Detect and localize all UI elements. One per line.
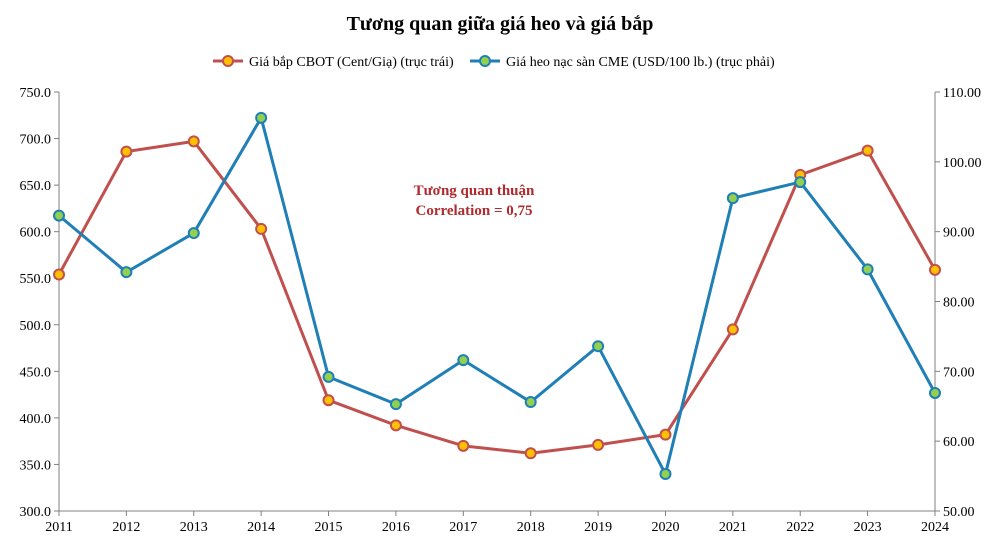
data-point-corn [187, 135, 200, 148]
data-point-hog [255, 111, 268, 124]
data-point-corn [322, 394, 335, 407]
data-point-hog [389, 398, 402, 411]
x-tick-label: 2018 [517, 520, 545, 535]
legend-label-corn: Giá bắp CBOT (Cent/Giạ) (trục trái) [249, 55, 454, 70]
y-left-tick-label: 650.0 [20, 179, 52, 194]
x-tick-label: 2015 [315, 520, 343, 535]
data-point-corn [389, 419, 402, 432]
y-left-tick-label: 300.0 [20, 505, 52, 520]
legend-item-corn: Giá bắp CBOT (Cent/Giạ) (trục trái) [213, 55, 454, 70]
annotation: Tương quan thuận Correlation = 0,75 [414, 183, 535, 219]
data-point-corn [53, 268, 65, 281]
annotation-line-1: Tương quan thuận [414, 183, 535, 199]
data-point-hog [726, 192, 739, 205]
data-point-corn [592, 438, 605, 451]
x-tick-label: 2023 [854, 520, 882, 535]
data-point-hog [929, 386, 941, 399]
x-tick-label: 2019 [584, 520, 612, 535]
y-left-tick-label: 350.0 [20, 458, 52, 473]
y-right-tick-label: 80.00 [943, 296, 975, 311]
data-point-corn [726, 323, 739, 336]
data-point-hog [187, 227, 200, 240]
x-tick-label: 2012 [112, 520, 140, 535]
legend-label-hog: Giá heo nạc sàn CME (USD/100 lb.) (trục … [506, 55, 775, 70]
x-tick-label: 2021 [719, 520, 747, 535]
x-tick-label: 2017 [449, 520, 477, 535]
y-left-tick-label: 550.0 [20, 272, 52, 287]
data-point-hog [457, 354, 470, 367]
y-right-tick-label: 100.00 [943, 156, 982, 171]
data-point-hog [861, 263, 874, 276]
data-point-corn [861, 144, 874, 157]
y-left-tick-label: 750.0 [20, 86, 52, 101]
y-right-tick-label: 70.00 [943, 365, 975, 380]
data-point-hog [659, 467, 672, 480]
data-point-corn [524, 447, 537, 460]
data-point-corn [457, 439, 470, 452]
series-layer [53, 111, 941, 480]
annotation-line-2: Correlation = 0,75 [415, 203, 532, 219]
data-point-hog [53, 209, 65, 222]
chart-title: Tương quan giữa giá heo và giá bắp [347, 13, 654, 35]
x-tick-label: 2020 [651, 520, 679, 535]
x-tick-label: 2022 [786, 520, 814, 535]
y-right-tick-label: 60.00 [943, 435, 975, 450]
x-tick-label: 2016 [382, 520, 410, 535]
legend-marker-hog [479, 55, 491, 67]
x-tick-label: 2014 [247, 520, 275, 535]
y-right-tick-label: 110.00 [943, 86, 981, 101]
y-right-tick-label: 50.00 [943, 505, 975, 520]
data-point-corn [120, 145, 133, 158]
data-point-hog [592, 340, 605, 353]
y-left-tick-label: 700.0 [20, 133, 52, 148]
y-left-tick-label: 450.0 [20, 365, 52, 380]
axes: 300.0 350.0 400.0 450.0 500.0 550.0 600.0 650.0… [20, 86, 982, 535]
y-left-tick-label: 400.0 [20, 412, 52, 427]
data-point-hog [794, 176, 807, 189]
x-tick-label: 2013 [180, 520, 208, 535]
x-tick-label: 2024 [921, 520, 949, 535]
data-point-corn [659, 428, 672, 441]
data-point-hog [120, 266, 133, 279]
x-tick-label: 2011 [45, 520, 72, 535]
series-line-hog [58, 116, 937, 476]
data-point-corn [255, 222, 268, 235]
y-left-tick-label: 600.0 [20, 226, 52, 241]
series-line-corn [57, 139, 937, 455]
legend: Giá bắp CBOT (Cent/Giạ) (trục trái) Giá … [213, 55, 775, 70]
y-right-tick-label: 90.00 [943, 226, 975, 241]
legend-marker-corn [222, 55, 234, 67]
data-point-corn [929, 263, 941, 276]
data-point-hog [524, 396, 537, 409]
y-left-tick-label: 500.0 [20, 319, 52, 334]
legend-item-hog: Giá heo nạc sàn CME (USD/100 lb.) (trục … [470, 55, 775, 70]
data-point-hog [322, 370, 335, 383]
